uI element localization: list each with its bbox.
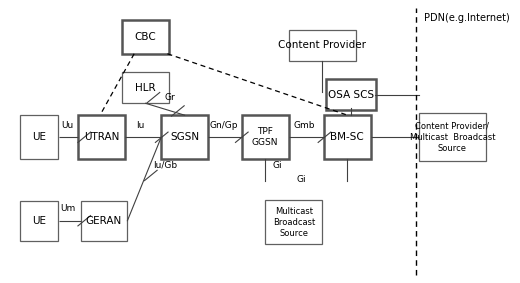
Text: Content Provider: Content Provider: [278, 40, 367, 50]
FancyBboxPatch shape: [419, 113, 486, 161]
Text: Content Provider/
Multicast  Broadcast
Source: Content Provider/ Multicast Broadcast So…: [410, 122, 495, 153]
Text: Uu: Uu: [61, 121, 74, 130]
Text: TPF
GGSN: TPF GGSN: [252, 127, 278, 147]
Text: CBC: CBC: [135, 32, 157, 42]
FancyBboxPatch shape: [242, 115, 289, 159]
Text: Um: Um: [60, 204, 75, 213]
Text: HLR: HLR: [135, 83, 156, 93]
FancyBboxPatch shape: [265, 200, 322, 244]
FancyBboxPatch shape: [161, 115, 208, 159]
Text: BM-SC: BM-SC: [331, 132, 364, 142]
FancyBboxPatch shape: [289, 30, 356, 61]
Text: PDN(e.g.Internet): PDN(e.g.Internet): [424, 13, 510, 23]
FancyBboxPatch shape: [327, 79, 375, 110]
Text: Iu/Gb: Iu/Gb: [153, 161, 177, 170]
Text: UE: UE: [32, 216, 46, 226]
Text: OSA SCS: OSA SCS: [328, 90, 374, 100]
FancyBboxPatch shape: [20, 201, 58, 241]
FancyBboxPatch shape: [324, 115, 371, 159]
Text: Gmb: Gmb: [294, 121, 316, 130]
Text: UTRAN: UTRAN: [84, 132, 119, 142]
Text: Iu: Iu: [136, 121, 145, 130]
Text: Gi: Gi: [297, 175, 306, 184]
Text: SGSN: SGSN: [170, 132, 199, 142]
FancyBboxPatch shape: [122, 72, 169, 103]
Text: Multicast
Broadcast
Source: Multicast Broadcast Source: [272, 207, 315, 238]
FancyBboxPatch shape: [20, 115, 58, 159]
Text: Gi: Gi: [272, 161, 282, 170]
Text: Gr: Gr: [164, 93, 175, 102]
Text: Gn/Gp: Gn/Gp: [210, 121, 238, 130]
FancyBboxPatch shape: [81, 201, 127, 241]
FancyBboxPatch shape: [122, 20, 169, 54]
Text: UE: UE: [32, 132, 46, 142]
FancyBboxPatch shape: [78, 115, 125, 159]
Text: GERAN: GERAN: [86, 216, 122, 226]
